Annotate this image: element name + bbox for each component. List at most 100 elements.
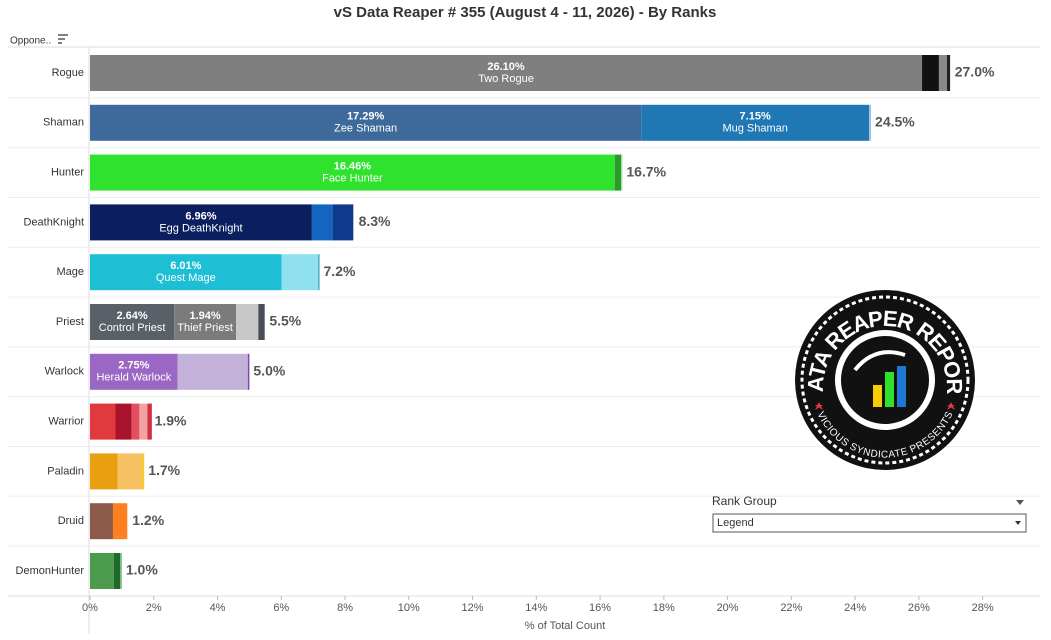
- category-label: DemonHunter: [16, 565, 85, 577]
- x-tick-label: 16%: [589, 602, 611, 614]
- bar-segment: [115, 403, 132, 440]
- x-tick-label: 26%: [908, 602, 930, 614]
- total-label: 1.7%: [148, 462, 180, 478]
- bar-segment: [90, 204, 312, 241]
- filter-dropdown[interactable]: [712, 513, 1027, 533]
- x-axis-title: % of Total Count: [525, 620, 606, 632]
- x-tick-label: 6%: [273, 602, 289, 614]
- bar-segment: [946, 55, 951, 91]
- bar-segment: [869, 104, 872, 141]
- logo: DATA REAPER REPORT VICIOUS SYNDICATE PRE…: [795, 290, 975, 470]
- segment-name: Two Rogue: [478, 73, 534, 85]
- x-tick-label: 24%: [844, 602, 866, 614]
- segment-name: Zee Shaman: [334, 123, 397, 135]
- bar-segment: [90, 453, 118, 490]
- bar-segment: [247, 353, 250, 390]
- bar-segment: [120, 553, 122, 589]
- bar-segment: [311, 204, 333, 241]
- filter-menu[interactable]: [1016, 500, 1024, 505]
- x-tick-label: 22%: [780, 602, 802, 614]
- category-label: Warlock: [45, 366, 85, 378]
- bar-segment: [90, 104, 642, 141]
- segment-value: 1.94%: [189, 310, 220, 322]
- category-label: DeathKnight: [23, 216, 84, 228]
- bar-segment: [113, 553, 121, 589]
- category-label: Shaman: [43, 117, 84, 129]
- x-tick-label: 4%: [210, 602, 226, 614]
- segment-name: Thief Priest: [177, 322, 233, 334]
- segment-name: Face Hunter: [322, 173, 383, 185]
- bar-segment: [139, 403, 148, 440]
- bar-segment: [177, 353, 248, 390]
- segment-name: Herald Warlock: [96, 372, 171, 384]
- total-label: 5.0%: [253, 363, 285, 379]
- bar-segment: [112, 503, 128, 540]
- x-tick-label: 2%: [146, 602, 162, 614]
- bar-segment: [90, 553, 114, 589]
- segment-value: 17.29%: [347, 111, 385, 123]
- segment-value: 2.64%: [116, 310, 147, 322]
- chart-title: vS Data Reaper # 355 (August 4 - 11, 202…: [334, 4, 717, 21]
- x-tick-label: 12%: [462, 602, 484, 614]
- category-label: Warrior: [48, 416, 84, 428]
- segment-value: 7.15%: [740, 111, 771, 123]
- x-tick-label: 18%: [653, 602, 675, 614]
- bar-segment: [90, 503, 113, 540]
- bar-segment: [236, 304, 259, 340]
- bar-segment: [90, 55, 923, 91]
- filter-value: Legend: [717, 517, 754, 529]
- category-label: Mage: [56, 266, 84, 278]
- x-tick-label: 10%: [398, 602, 420, 614]
- bar-segment: [90, 353, 178, 390]
- segment-value: 16.46%: [334, 161, 372, 173]
- bar-segment: [922, 55, 939, 91]
- row-header[interactable]: Oppone..: [10, 36, 51, 47]
- x-tick-label: 28%: [972, 602, 994, 614]
- x-tick-label: 8%: [337, 602, 353, 614]
- bar-segment: [258, 304, 265, 340]
- bar-segment: [641, 104, 870, 141]
- bar-segment: [117, 453, 143, 490]
- total-label: 24.5%: [875, 114, 915, 130]
- x-tick-label: 14%: [525, 602, 547, 614]
- bar-segment: [142, 453, 145, 490]
- segment-name: Control Priest: [99, 322, 166, 334]
- total-label: 1.2%: [132, 512, 164, 528]
- segment-value: 2.75%: [118, 360, 149, 372]
- total-label: 1.9%: [155, 412, 187, 428]
- total-label: 27.0%: [955, 64, 995, 80]
- segment-name: Quest Mage: [156, 272, 216, 284]
- x-tick-label: 0%: [82, 602, 98, 614]
- bar-segment: [938, 55, 947, 91]
- total-label: 16.7%: [626, 163, 666, 179]
- x-tick-label: 20%: [717, 602, 739, 614]
- total-label: 1.0%: [126, 562, 158, 578]
- bar-segment: [131, 403, 140, 440]
- segment-value: 6.01%: [170, 260, 201, 272]
- filter-title: Rank Group: [712, 494, 777, 508]
- total-label: 8.3%: [359, 213, 391, 229]
- bar-segment: [621, 154, 623, 191]
- bar-segment: [174, 304, 237, 340]
- bar-segment: [90, 403, 116, 440]
- category-label: Paladin: [47, 465, 84, 477]
- bar-segment: [90, 304, 175, 340]
- bar-segment: [90, 254, 282, 291]
- total-label: 5.5%: [269, 313, 301, 329]
- bar-segment: [318, 254, 320, 291]
- segment-value: 6.96%: [185, 210, 216, 222]
- dropdown-arrow: [1015, 521, 1021, 525]
- category-label: Druid: [58, 515, 84, 527]
- total-label: 7.2%: [324, 263, 356, 279]
- bar-segment: [281, 254, 319, 291]
- category-label: Hunter: [51, 167, 84, 179]
- category-label: Priest: [56, 316, 84, 328]
- sort-icon[interactable]: [58, 34, 68, 44]
- category-label: Rogue: [52, 67, 84, 79]
- segment-name: Mug Shaman: [722, 123, 787, 135]
- bar-segment: [90, 154, 615, 191]
- segment-value: 26.10%: [487, 61, 525, 73]
- bar-segment: [147, 403, 152, 440]
- segment-name: Egg DeathKnight: [159, 222, 242, 234]
